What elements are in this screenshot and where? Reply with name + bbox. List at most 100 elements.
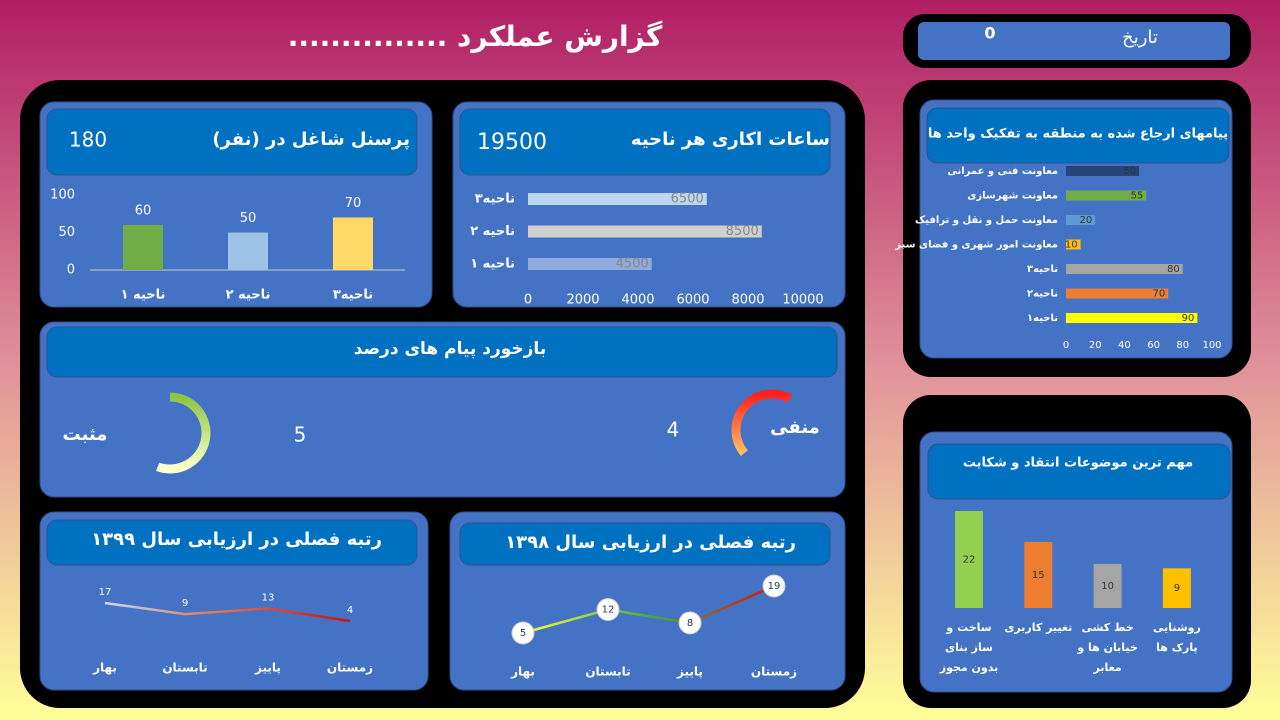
bar xyxy=(528,225,762,238)
bar xyxy=(1093,563,1122,608)
bar xyxy=(528,193,707,205)
x-tick-label: زمستان xyxy=(327,661,373,675)
x-tick-label: 60 xyxy=(1147,340,1160,351)
card-header xyxy=(46,519,418,566)
data-label: 8 xyxy=(687,618,693,629)
data-label: 9 xyxy=(1174,583,1180,594)
total: 19500 xyxy=(477,130,547,155)
card-header xyxy=(46,108,418,176)
x-tick-label: 20 xyxy=(1089,340,1102,351)
bar xyxy=(955,511,983,608)
x-tick-label-box: روشنایی پارک ها xyxy=(1152,621,1201,654)
y-tick-label: 100 xyxy=(50,188,75,203)
y-tick-label: معاونت فنی و عمرانی xyxy=(947,166,1058,177)
y-tick-label: 50 xyxy=(58,225,75,240)
card-title: رتبه فصلی در ارزیابی سال ۱۳۹۸ xyxy=(505,532,796,553)
x-tick-label: 6000 xyxy=(676,293,709,308)
data-label: 15 xyxy=(1032,570,1045,581)
card-header xyxy=(46,326,838,378)
x-tick-label: ناحیه ۲ xyxy=(226,288,271,303)
x-tick-label: بهار xyxy=(92,661,117,675)
bar xyxy=(1066,190,1147,201)
data-label: 10 xyxy=(1101,581,1114,592)
data-label: 19 xyxy=(768,581,781,592)
y-tick-label: معاونت شهرسازی xyxy=(967,191,1058,202)
x-tick-label: 100 xyxy=(1202,340,1221,351)
data-label: 8500 xyxy=(726,224,759,239)
bar xyxy=(1066,166,1139,176)
marker xyxy=(511,621,535,645)
x-tick-label: ناحیه ۱ xyxy=(121,288,166,303)
card-title: بازخورد پیام های درصد xyxy=(354,339,546,359)
y-tick-label: ناحیه۳ xyxy=(1027,264,1058,275)
x-tick-label: تغییر کاربری xyxy=(1004,621,1073,634)
data-label: 10 xyxy=(1065,240,1078,251)
data-label: 13 xyxy=(262,593,275,604)
gauge-arc xyxy=(731,389,793,457)
date-box xyxy=(918,22,1230,60)
card-title: پیامهای ارجاع شده به منطقه به تفکیک واحد… xyxy=(928,127,1228,142)
x-tick-label-box: خط کشی خیابان ها و معابر xyxy=(1077,621,1138,674)
data-label: 6500 xyxy=(671,192,704,207)
bar xyxy=(1024,541,1053,608)
data-label: 5 xyxy=(520,628,526,639)
line xyxy=(104,601,351,623)
gauge-value: 5 xyxy=(294,423,307,447)
data-label: 90 xyxy=(1182,313,1195,324)
card-title: مهم ترین موضوعات انتقاد و شکایت xyxy=(963,456,1193,471)
data-label: 22 xyxy=(963,555,976,566)
x-tick-label: پاییز xyxy=(676,665,703,679)
gauge-label: منفی xyxy=(770,417,820,438)
x-tick-label: ساخت و ساز بنای بدون مجوز xyxy=(939,621,999,674)
bar xyxy=(123,225,163,270)
x-tick-label: 2000 xyxy=(566,293,599,308)
card-title: پرسنل شاغل در (نفر) xyxy=(212,129,410,150)
bar xyxy=(228,232,268,270)
data-label: 70 xyxy=(345,196,362,211)
date-label: تاریخ xyxy=(1122,27,1158,48)
marker xyxy=(762,574,786,598)
x-tick-label: خط کشی خیابان ها و معابر xyxy=(1077,621,1138,674)
y-tick-label: معاونت امور شهری و فضای سبز xyxy=(894,240,1058,251)
data-label: 4 xyxy=(347,605,353,616)
x-tick-label-box: ساخت و ساز بنای بدون مجوز xyxy=(939,621,999,674)
gauge-value: 4 xyxy=(667,418,680,442)
card-title: رتبه فصلی در ارزیابی سال ۱۳۹۹ xyxy=(91,529,382,550)
card-header xyxy=(926,107,1230,164)
date-value: 0 xyxy=(984,24,995,43)
data-label: 9 xyxy=(182,598,188,609)
marker xyxy=(596,598,620,621)
data-label: 55 xyxy=(1131,191,1144,202)
y-tick-label: 0 xyxy=(67,263,75,278)
x-tick-label: تابستان xyxy=(585,665,630,679)
x-tick-label: 80 xyxy=(1176,340,1189,351)
bar xyxy=(1162,568,1191,608)
y-tick-label: ناحیه۲ xyxy=(1027,289,1058,300)
x-tick-label: تابستان xyxy=(162,661,207,675)
x-tick-label: پاییز xyxy=(254,661,281,675)
x-tick-label: روشنایی پارک ها xyxy=(1152,621,1201,654)
bar xyxy=(528,258,652,270)
y-tick-label: ناحیه۱ xyxy=(1027,313,1058,324)
y-tick-label: ناحیه ۱ xyxy=(470,257,515,272)
x-tick-label-box: تغییر کاربری xyxy=(1004,621,1073,634)
y-tick-label: ناحیه۳ xyxy=(475,192,515,207)
data-label: 50 xyxy=(1123,166,1136,177)
total: 180 xyxy=(69,128,107,152)
data-label: 17 xyxy=(99,587,112,598)
card-header xyxy=(459,522,831,566)
bar xyxy=(1066,239,1081,250)
y-tick-label: معاونت حمل و نقل و ترافیک xyxy=(915,215,1058,226)
marker xyxy=(678,611,702,635)
x-tick-label: 0 xyxy=(1063,340,1069,351)
x-tick-label: 10000 xyxy=(782,293,823,308)
x-tick-label: 8000 xyxy=(731,293,764,308)
bar xyxy=(1066,313,1198,323)
x-tick-label: 40 xyxy=(1118,340,1131,351)
data-label: 80 xyxy=(1167,264,1180,275)
card-title: ساعات اکاری هر ناحیه xyxy=(631,129,830,150)
card-header xyxy=(927,443,1231,500)
data-label: 20 xyxy=(1079,215,1092,226)
y-tick-label: ناحیه ۲ xyxy=(470,224,515,239)
